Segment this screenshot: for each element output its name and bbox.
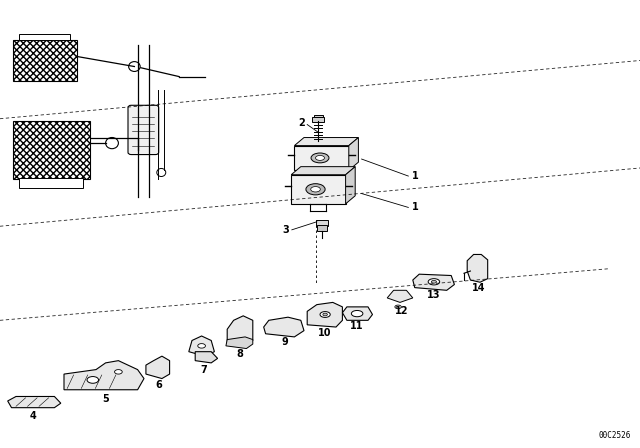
Ellipse shape bbox=[106, 138, 118, 149]
Polygon shape bbox=[227, 316, 253, 347]
Text: 13: 13 bbox=[427, 290, 441, 300]
Polygon shape bbox=[291, 167, 355, 175]
Ellipse shape bbox=[129, 62, 140, 72]
FancyBboxPatch shape bbox=[128, 105, 159, 155]
Ellipse shape bbox=[306, 184, 325, 195]
Bar bbox=[19, 178, 83, 188]
Ellipse shape bbox=[157, 168, 166, 177]
Ellipse shape bbox=[351, 310, 363, 317]
Text: 9: 9 bbox=[282, 337, 288, 347]
Polygon shape bbox=[195, 352, 218, 363]
Ellipse shape bbox=[320, 312, 330, 318]
Bar bbox=[291, 175, 346, 204]
Polygon shape bbox=[264, 317, 304, 337]
Text: 7: 7 bbox=[200, 365, 207, 375]
Bar bbox=[312, 117, 324, 122]
Polygon shape bbox=[146, 356, 170, 379]
Polygon shape bbox=[346, 167, 355, 204]
Text: 1: 1 bbox=[412, 171, 419, 181]
Ellipse shape bbox=[428, 279, 440, 285]
Polygon shape bbox=[467, 254, 488, 282]
Ellipse shape bbox=[316, 155, 324, 160]
Polygon shape bbox=[413, 274, 454, 290]
Polygon shape bbox=[189, 336, 214, 356]
Text: 14: 14 bbox=[472, 283, 486, 293]
Text: 12: 12 bbox=[395, 306, 409, 316]
Ellipse shape bbox=[323, 313, 328, 316]
Text: 8: 8 bbox=[237, 349, 243, 359]
Ellipse shape bbox=[87, 376, 99, 383]
Bar bbox=[314, 115, 323, 117]
Ellipse shape bbox=[311, 153, 329, 163]
Text: 2: 2 bbox=[298, 118, 305, 128]
Ellipse shape bbox=[115, 370, 122, 374]
Polygon shape bbox=[226, 337, 253, 349]
Polygon shape bbox=[64, 361, 144, 390]
Text: 3: 3 bbox=[282, 225, 289, 235]
Ellipse shape bbox=[431, 280, 436, 283]
Ellipse shape bbox=[311, 186, 321, 192]
Polygon shape bbox=[387, 290, 413, 302]
Bar bbox=[13, 40, 77, 81]
Bar bbox=[19, 34, 70, 40]
Bar bbox=[317, 225, 327, 231]
Ellipse shape bbox=[395, 305, 401, 309]
Text: 1: 1 bbox=[412, 202, 419, 212]
Polygon shape bbox=[342, 307, 372, 320]
Polygon shape bbox=[349, 138, 358, 170]
Polygon shape bbox=[8, 396, 61, 408]
Polygon shape bbox=[294, 138, 358, 146]
Text: 00C2526: 00C2526 bbox=[598, 431, 630, 440]
Bar bbox=[13, 121, 90, 179]
Text: 11: 11 bbox=[350, 321, 364, 331]
Ellipse shape bbox=[198, 344, 205, 348]
Text: 6: 6 bbox=[156, 380, 162, 390]
Text: 5: 5 bbox=[102, 394, 109, 404]
Bar bbox=[294, 146, 349, 170]
Text: 4: 4 bbox=[30, 411, 36, 421]
Bar bbox=[316, 220, 328, 226]
Text: 10: 10 bbox=[318, 328, 332, 338]
Polygon shape bbox=[307, 302, 342, 327]
